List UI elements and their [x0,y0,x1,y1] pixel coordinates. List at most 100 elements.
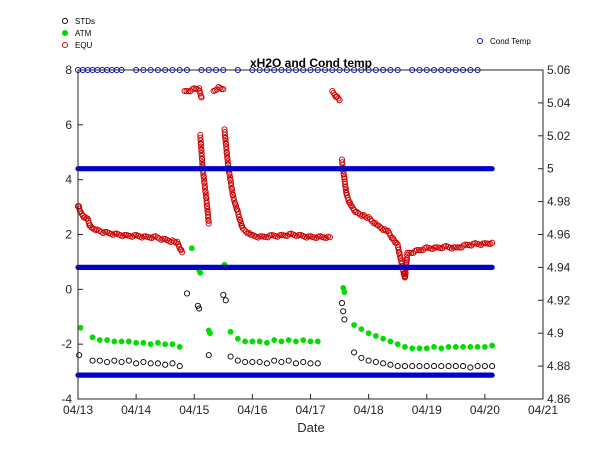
stds-point [133,360,140,367]
stds-point [96,357,103,364]
equ-point [410,249,417,256]
stds-point [467,364,474,371]
equ-point [356,211,364,218]
stds-point [351,349,358,356]
plot-area [74,66,496,378]
legend-marker-cond-temp [476,37,484,45]
equ-point [198,143,205,150]
stds-point [460,363,467,370]
legend-label-equ: EQU [75,41,93,50]
equ-point [204,206,211,213]
equ-point [202,191,209,198]
stds-point [118,358,125,366]
stds-point [474,363,481,370]
atm-point [409,345,416,352]
atm-point [133,339,140,346]
atm-point [89,334,96,341]
equ-point [239,225,246,232]
stds-point [104,358,111,366]
atm-point [416,345,423,352]
atm-point [197,269,204,276]
stds-point [340,308,347,315]
stds-point [338,299,346,307]
equ-point [362,213,369,220]
equ-point [221,131,228,138]
x-tick-label: 04/14 [121,403,151,417]
atm-point [249,338,256,345]
atm-point [351,322,357,328]
atm-point [474,344,481,350]
equ-point [406,249,413,256]
equ-point [305,233,312,240]
equ-point [205,217,212,224]
atm-point [140,339,147,346]
left-y-tick-label: 2 [65,228,72,242]
equ-point [232,203,240,210]
stds-point [285,357,292,364]
equ-point [236,216,243,223]
equ-point [121,231,128,239]
equ-point [198,94,205,101]
equ-point [231,200,238,207]
equ-point [365,214,372,221]
atm-point [467,344,474,350]
stds-point [341,316,348,323]
left-y-tick-label: 4 [65,173,72,187]
right-y-tick-label: 4.92 [547,293,571,307]
atm-point [118,338,125,345]
atm-point [314,338,321,345]
equ-point [341,181,349,188]
equ-point [202,185,209,192]
right-y-tick-label: 5.02 [547,129,571,143]
legend-top-left: STDs ATM EQU [61,17,95,50]
stds-point [169,360,176,367]
stds-point [278,358,285,366]
legend-marker-stds [61,17,69,25]
stds-point [314,360,321,367]
atm-point [234,335,241,342]
equ-point [241,226,248,233]
equ-point [217,84,224,92]
atm-point [77,324,84,331]
chart-title: xH2O and Cond temp [250,56,372,70]
ticks-layer: 04/13 04/14 04/15 04/16 04/17 04/18 04/19 04/20… [61,63,570,417]
equ-point [224,152,231,159]
atm-point [147,341,154,348]
stds-point [249,358,256,366]
stds-point [162,361,169,368]
atm-point [188,245,195,252]
equ-point [396,252,403,259]
equ-point [336,97,343,104]
x-tick-label: 04/17 [295,403,325,417]
equ-point [237,219,244,226]
legend-label-cond-temp: Cond Temp [490,37,531,46]
marks-layer [74,66,496,378]
stds-point [394,363,401,370]
equ-point [76,205,83,212]
equ-point [376,223,383,230]
x-tick-label: 04/19 [412,403,442,417]
left-y-tick-label: 8 [65,63,72,77]
stds-point [481,363,488,370]
equ-point [229,188,236,195]
equ-point [419,247,426,254]
stds-point [380,360,387,367]
stds-point [292,360,300,367]
stds-point [222,297,229,304]
atm-point [96,337,103,343]
stds-point [234,357,241,364]
atm-point [452,344,459,350]
atm-point [271,337,278,343]
stds-point [271,357,278,364]
stds-point [242,358,249,366]
stds-point [307,360,314,367]
atm-point [169,341,176,348]
equ-point [223,146,230,153]
stds-point [372,358,379,366]
atm-point [278,338,285,345]
equ-point [403,255,411,262]
equ-point [326,234,333,241]
stds-point [438,363,445,370]
equ-point [378,225,385,232]
equ-point [381,226,388,233]
